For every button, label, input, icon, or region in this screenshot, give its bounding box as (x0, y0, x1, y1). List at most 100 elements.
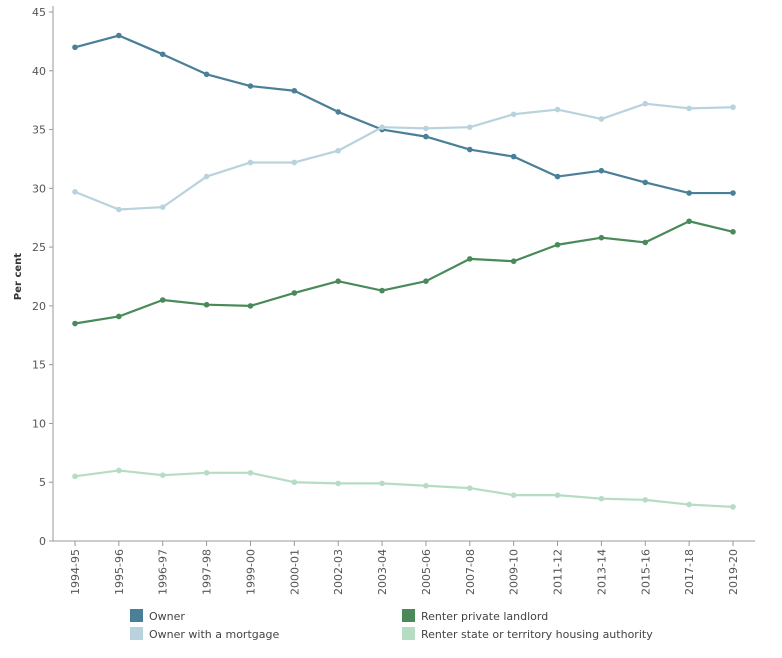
data-point (598, 234, 605, 241)
data-point (730, 229, 736, 235)
x-tick-label: 2013-14 (595, 549, 608, 595)
data-point (335, 147, 342, 154)
legend-swatch (402, 627, 415, 640)
data-point (642, 497, 649, 503)
data-point (72, 44, 78, 51)
y-tick-label: 25 (32, 241, 46, 254)
x-tick-label: 2002-03 (332, 549, 345, 595)
x-tick-label: 2007-08 (464, 549, 477, 595)
x-tick-label: 2005-06 (420, 549, 433, 595)
data-point (730, 190, 736, 196)
data-point (247, 83, 254, 89)
data-point (467, 485, 473, 491)
x-tick-label: 2017-18 (683, 549, 696, 595)
data-point (467, 124, 473, 131)
data-point (730, 504, 736, 510)
legend-swatch (402, 609, 415, 622)
series-line (74, 220, 734, 325)
data-point (335, 278, 342, 285)
data-point (379, 124, 385, 131)
data-point (598, 495, 605, 502)
data-point (203, 301, 210, 308)
series-3 (72, 467, 736, 510)
series-line (74, 469, 734, 509)
data-point (423, 278, 429, 285)
x-tick-label: 2003-04 (376, 549, 389, 595)
data-point (335, 109, 342, 115)
legend-swatch (130, 627, 143, 640)
y-tick-label: 5 (39, 476, 46, 489)
series-0 (72, 32, 736, 196)
data-point (159, 204, 166, 210)
y-tick-label: 0 (39, 535, 46, 548)
data-point (554, 173, 561, 180)
data-point (116, 313, 122, 320)
legend-label: Owner with a mortgage (149, 628, 279, 641)
x-tick-label: 1996-97 (157, 549, 170, 595)
y-tick-label: 15 (32, 359, 46, 372)
x-tick-label: 2019-20 (727, 549, 740, 595)
x-tick-label: 2015-16 (639, 549, 652, 595)
series-line (74, 34, 733, 195)
series-lines (72, 32, 736, 510)
legend-label: Renter private landlord (421, 610, 548, 623)
axes: 0 5 10 15 20 25 30 35 40 45 Per cent 1994-95 1995-96… (13, 6, 755, 595)
data-point (467, 256, 473, 262)
data-point (467, 146, 473, 153)
legend-label: Owner (149, 610, 185, 623)
data-point (291, 159, 298, 166)
data-point (642, 239, 649, 246)
data-point (686, 218, 692, 225)
data-point (159, 51, 166, 58)
data-point (247, 159, 254, 166)
data-point (510, 492, 517, 498)
legend-item: Owner with a mortgage (130, 627, 279, 641)
x-tick-label: 1994-95 (69, 549, 82, 595)
x-tick-label: 2011-12 (552, 549, 565, 595)
data-point (686, 105, 692, 112)
legend-item: Renter private landlord (402, 609, 548, 623)
x-tick-label: 1999-00 (244, 549, 257, 595)
data-point (203, 71, 210, 78)
data-point (554, 492, 561, 498)
y-tick-label: 35 (32, 124, 46, 137)
data-point (379, 480, 385, 487)
data-point (686, 190, 692, 196)
legend-label: Renter state or territory housing author… (421, 628, 653, 641)
series-1 (72, 100, 736, 213)
y-tick-label: 45 (32, 6, 46, 19)
x-tick-label: 1997-98 (201, 549, 214, 595)
legend-item: Renter state or territory housing author… (402, 627, 653, 641)
data-point (598, 167, 605, 174)
legend: Owner Owner with a mortgage Renter private… (130, 609, 653, 641)
x-tick-label: 1995-96 (113, 549, 126, 595)
data-point (247, 470, 254, 476)
x-tick-label: 2000-01 (288, 549, 301, 595)
data-point (116, 206, 122, 213)
legend-item: Owner (130, 609, 185, 623)
y-axis-title: Per cent (13, 253, 24, 300)
series-line (74, 102, 734, 211)
data-point (291, 290, 298, 296)
data-point (423, 482, 429, 489)
data-point (72, 473, 78, 480)
y-tick-label: 10 (32, 417, 46, 430)
y-tick-label: 20 (32, 300, 46, 313)
data-point (203, 470, 210, 476)
data-point (423, 125, 429, 132)
data-point (116, 32, 122, 39)
data-point (642, 100, 649, 107)
data-point (291, 479, 298, 486)
data-point (116, 467, 122, 474)
data-point (247, 303, 254, 309)
data-point (510, 153, 517, 160)
data-point (598, 116, 605, 122)
data-point (423, 133, 429, 140)
data-point (554, 241, 561, 248)
data-point (159, 472, 166, 478)
data-point (730, 104, 736, 111)
x-tick-label: 2009-10 (508, 549, 521, 595)
data-point (335, 480, 342, 487)
